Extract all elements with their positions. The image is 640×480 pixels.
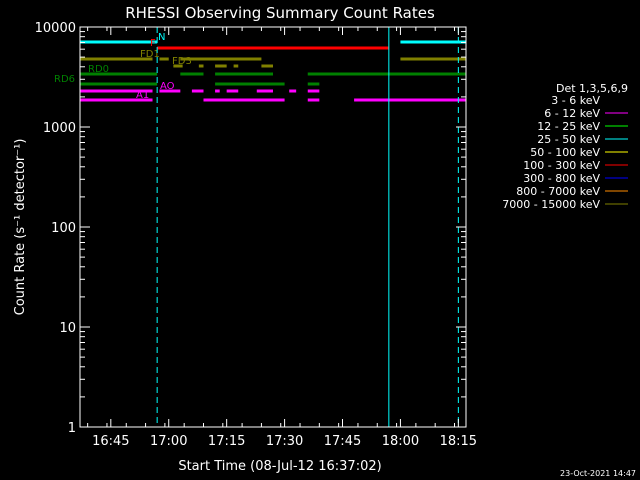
x-tick-label: 17:45	[324, 434, 361, 449]
flag-label-a1: A1	[136, 90, 149, 101]
plot-frame	[79, 26, 467, 428]
legend-label: 3 - 6 keV	[551, 94, 600, 107]
y-tick-label: 100	[51, 221, 76, 236]
flag-label-rd0: RD0	[88, 64, 109, 75]
flag-label-fd3: FD3	[172, 56, 192, 67]
y-tick-label: 1	[68, 421, 76, 436]
x-tick-label: 17:15	[208, 434, 245, 449]
chart-title: RHESSI Observing Summary Count Rates	[125, 4, 435, 22]
legend-label: 12 - 25 keV	[537, 120, 600, 133]
legend-label: 800 - 7000 keV	[516, 185, 600, 198]
vertical-markers	[79, 27, 459, 427]
y-tick-label: 10	[59, 321, 76, 336]
legend-label: 50 - 100 keV	[530, 146, 600, 159]
legend-label: 300 - 800 keV	[523, 172, 600, 185]
flag-label-ao: AO	[160, 81, 175, 92]
flag-label-f: F	[150, 38, 156, 49]
x-tick-label: 16:45	[92, 434, 129, 449]
x-axis: 16:45 17:00 17:15 17:30 17:45 18:00 18:15	[87, 27, 477, 449]
footer-timestamp: 23-Oct-2021 14:47	[560, 469, 636, 478]
legend-label: 25 - 50 keV	[537, 133, 600, 146]
y-tick-label: 10000	[35, 21, 76, 36]
y-tick-label: 1000	[43, 121, 76, 136]
legend-label: 6 - 12 keV	[544, 107, 600, 120]
flag-label-rd6: RD6	[54, 74, 75, 85]
x-tick-label: 17:00	[150, 434, 187, 449]
legend-label: 100 - 300 keV	[523, 159, 600, 172]
x-tick-label: 17:30	[266, 434, 303, 449]
y-axis: 1 10 100 1000 10000	[35, 21, 466, 436]
x-tick-label: 18:00	[382, 434, 419, 449]
x-tick-label: 18:15	[440, 434, 477, 449]
legend-label: 7000 - 15000 keV	[502, 198, 600, 211]
x-axis-label: Start Time (08-Jul-12 16:37:02)	[178, 459, 381, 474]
flag-label-fd1: FD1	[140, 49, 160, 60]
legend-title: Det 1,3,5,6,9	[556, 82, 628, 95]
flag-label-n: N	[158, 32, 165, 43]
y-axis-label: Count Rate (s⁻¹ detector⁻¹)	[13, 139, 28, 316]
